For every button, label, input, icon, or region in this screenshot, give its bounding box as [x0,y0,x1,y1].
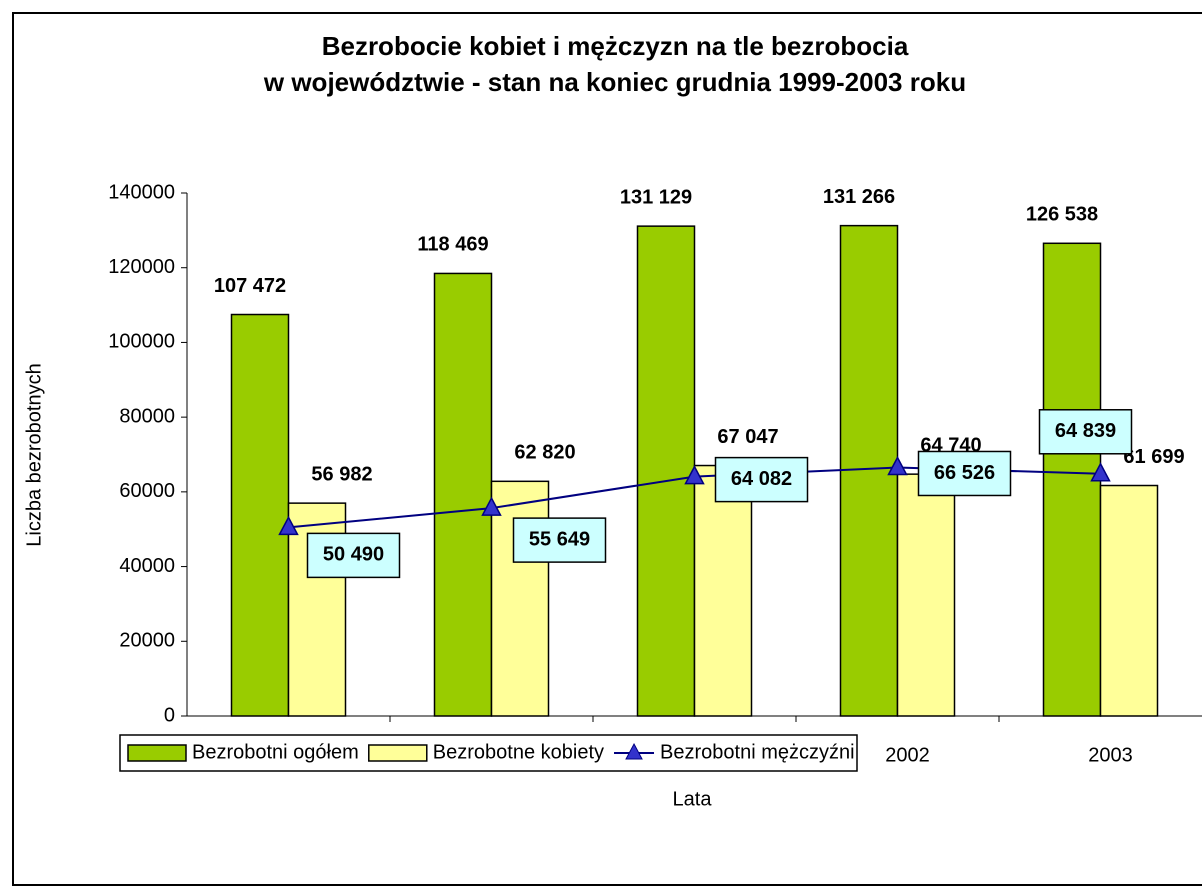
legend-label: Bezrobotne kobiety [433,741,604,763]
legend-box [119,734,858,772]
y-tick-label: 40000 [119,555,175,577]
bar [433,272,493,717]
y-tick-label: 20000 [119,630,175,652]
line-value-label: 66 526 [934,462,995,484]
value-label-box [512,517,607,563]
line-marker [1090,462,1111,482]
value-label-box [714,456,809,503]
bar [636,225,696,717]
value-label-box [306,532,401,579]
line-marker [278,515,299,536]
bar-value-label: 56 982 [311,463,372,485]
y-tick-label: 80000 [119,405,175,427]
bar [896,473,956,717]
y-tick-label: 60000 [119,480,175,502]
bar [490,480,550,717]
bar [230,313,290,717]
line-marker [684,465,705,485]
chart-title: Bezrobocie kobiet i mężczyzn na tle bezr… [322,31,909,61]
x-tick-label: 2002 [885,744,930,766]
bar-value-label: 118 469 [417,234,488,256]
x-tick-label: 2003 [1088,744,1133,766]
y-tick-label: 0 [164,704,175,726]
value-label-box [1038,409,1133,455]
legend-swatch [368,744,428,762]
bar [693,464,753,717]
bar-value-label: 131 129 [620,186,692,208]
line-marker [481,496,502,516]
line-value-label: 50 490 [323,544,384,566]
bar [1042,242,1102,717]
bar-value-label: 131 266 [823,186,895,208]
y-tick-label: 140000 [108,181,175,203]
line-value-label: 64 839 [1055,420,1116,442]
bar [839,224,899,717]
chart-title: w województwie - stan na koniec grudnia … [263,67,966,97]
bar-value-label: 107 472 [214,275,286,297]
bar-value-label: 67 047 [717,426,778,448]
legend-swatch [127,744,187,762]
y-axis-label: Liczba bezrobotnych [23,363,45,546]
legend-label: Bezrobotni ogółem [192,741,359,763]
legend-label: Bezrobotni mężczyźni [660,741,855,763]
bar-value-label: 126 538 [1026,204,1098,226]
legend-swatch [625,742,643,760]
line-value-label: 64 082 [731,468,792,490]
line-value-label: 55 649 [529,528,590,550]
bar [1099,484,1159,717]
x-axis-label: Lata [673,788,713,810]
bar-value-label: 61 699 [1123,446,1184,468]
y-tick-label: 120000 [108,256,175,278]
line-marker [887,455,908,476]
bar-value-label: 62 820 [514,442,575,464]
y-tick-label: 100000 [108,331,175,353]
value-label-box [917,450,1012,497]
